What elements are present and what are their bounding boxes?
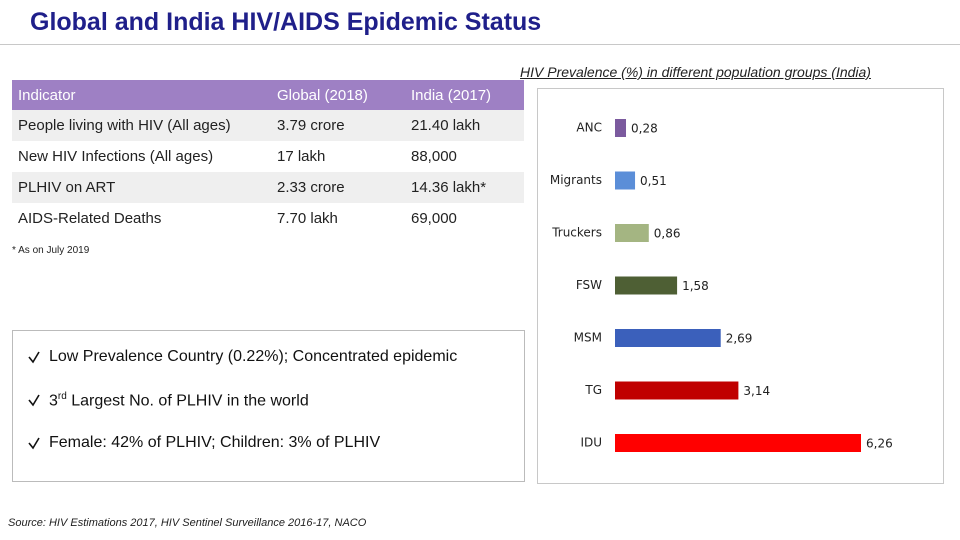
- table-cell: AIDS-Related Deaths: [18, 210, 162, 227]
- value-label: 0,51: [640, 174, 667, 188]
- category-label: Migrants: [550, 173, 602, 187]
- bar: [615, 434, 861, 452]
- bullet-box: Low Prevalence Country (0.22%); Concentr…: [12, 330, 525, 482]
- source: Source: HIV Estimations 2017, HIV Sentin…: [8, 517, 367, 529]
- value-label: 6,26: [866, 437, 893, 451]
- column-header: India (2017): [411, 87, 492, 104]
- value-label: 1,58: [682, 279, 709, 293]
- value-label: 0,86: [654, 227, 681, 241]
- category-label: Truckers: [551, 226, 602, 240]
- category-label: IDU: [580, 436, 602, 450]
- bullet-sup: rd: [57, 391, 67, 402]
- chart-title: HIV Prevalence (%) in different populati…: [520, 64, 871, 80]
- bullet-body: Largest No. of PLHIV in the world: [66, 392, 309, 410]
- column-header: Indicator: [18, 87, 76, 104]
- table-row: New HIV Infections (All ages) 17 lakh 88,0…: [12, 141, 524, 172]
- table-header: Indicator Global (2018) India (2017): [12, 80, 524, 110]
- table-cell: New HIV Infections (All ages): [18, 148, 214, 165]
- bullet-body: Female: 42% of PLHIV; Children: 3% of PL…: [49, 434, 381, 451]
- indicator-table: Indicator Global (2018) India (2017) People…: [12, 80, 524, 234]
- category-label: TG: [584, 383, 602, 397]
- bar: [615, 119, 627, 137]
- table-row: AIDS-Related Deaths 7.70 lakh 69,000: [12, 203, 524, 234]
- bullet-text: 3rd Largest No. of PLHIV in the world: [49, 391, 309, 410]
- category-label: FSW: [576, 278, 602, 292]
- table-cell: 21.40 lakh: [411, 117, 481, 134]
- bullet-text: Female: 42% of PLHIV; Children: 3% of PL…: [49, 434, 380, 452]
- table-cell: 69,000: [411, 210, 457, 227]
- check-icon: [28, 351, 40, 364]
- bar: [615, 171, 636, 190]
- bullet-prefix: 3: [49, 392, 58, 410]
- bar: [615, 381, 739, 400]
- check-icon: [28, 394, 40, 407]
- table-cell: 7.70 lakh: [277, 210, 338, 227]
- value-label: 0,28: [631, 122, 658, 136]
- value-label: 3,14: [743, 384, 770, 398]
- value-label: 2,69: [726, 332, 753, 346]
- table-cell: 88,000: [411, 148, 457, 165]
- title-rule: [0, 44, 960, 45]
- bar: [615, 276, 678, 295]
- bar: [615, 224, 649, 242]
- bullet-body: Low Prevalence Country (0.22%); Concentr…: [49, 348, 458, 365]
- table-cell: 17 lakh: [277, 148, 326, 165]
- table-row: People living with HIV (All ages) 3.79 cr…: [12, 110, 524, 141]
- bullet-text: Low Prevalence Country (0.22%); Concentr…: [49, 348, 457, 366]
- category-label: MSM: [574, 331, 602, 345]
- chart: ANC 0,28 Migrants 0,51 Truckers 0,86 FSW 1,58 MS…: [537, 88, 944, 484]
- table-note: * As on July 2019: [12, 245, 90, 256]
- check-icon: [28, 437, 40, 450]
- table-cell: 3.79 crore: [277, 117, 345, 134]
- table-cell: PLHIV on ART: [18, 179, 116, 196]
- bar: [615, 329, 721, 347]
- slide-title: Global and India HIV/AIDS Epidemic Statu…: [30, 8, 542, 36]
- table-cell: People living with HIV (All ages): [18, 117, 231, 134]
- table-row: PLHIV on ART 2.33 crore 14.36 lakh*: [12, 172, 524, 203]
- table-cell: 14.36 lakh*: [411, 179, 487, 196]
- category-label: ANC: [576, 121, 602, 135]
- column-header: Global (2018): [277, 87, 368, 104]
- table-cell: 2.33 crore: [277, 179, 345, 196]
